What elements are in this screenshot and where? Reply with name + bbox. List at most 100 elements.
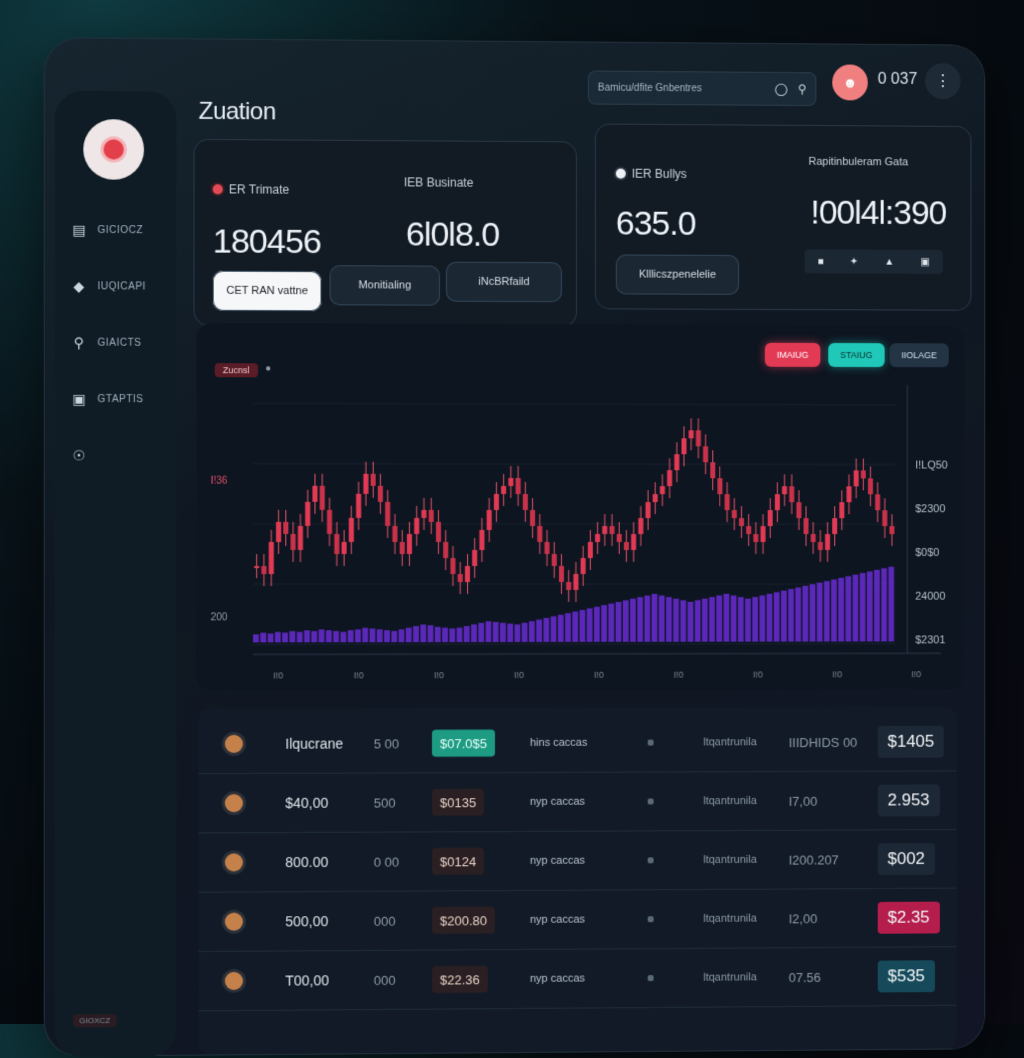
cell-badge[interactable]: $2.35 bbox=[878, 902, 940, 934]
volume-bar bbox=[565, 613, 571, 642]
volume-bar bbox=[652, 594, 658, 642]
toolbar-icon-1[interactable]: ■ bbox=[818, 256, 824, 267]
volume-bar bbox=[860, 573, 866, 641]
toolbar-icon-4[interactable]: ▣ bbox=[920, 256, 929, 267]
candle bbox=[407, 534, 412, 554]
volume-bar bbox=[522, 623, 528, 642]
sidebar-item-4[interactable]: ▣ GTAPTIS bbox=[71, 391, 143, 407]
cell-badge[interactable]: $1405 bbox=[878, 726, 944, 758]
volume-bar bbox=[817, 583, 823, 642]
price-chart-panel: Zucnsl ● IMAIUG STAIUG IIOLAGE I!LQ50$23… bbox=[197, 323, 965, 691]
status-dot-icon bbox=[648, 916, 654, 922]
volume-bar bbox=[623, 600, 629, 642]
toolbar-icon-3[interactable]: ▲ bbox=[884, 256, 894, 267]
logo-mark-icon bbox=[101, 136, 127, 162]
details-button[interactable]: Klllicszpenelelie bbox=[616, 254, 739, 294]
candle bbox=[443, 542, 448, 558]
volume-bar bbox=[630, 599, 636, 642]
volume-bar bbox=[688, 602, 694, 642]
candle bbox=[847, 486, 852, 502]
sidebar-item-2[interactable]: ◆ IUQICAPI bbox=[71, 278, 146, 294]
cell-value: I200.207 bbox=[789, 852, 839, 867]
volume-bar bbox=[543, 618, 549, 642]
cell-qty: 000 bbox=[374, 972, 396, 987]
candle bbox=[261, 566, 266, 574]
cell-badge[interactable]: 2.953 bbox=[878, 784, 940, 816]
x-tick-label: I!0 bbox=[354, 670, 364, 680]
stat-value-c: 635.0 bbox=[616, 205, 696, 244]
candle bbox=[889, 526, 894, 534]
location-icon[interactable]: ⚲ bbox=[798, 82, 807, 96]
cell-type: nyp caccas bbox=[530, 973, 585, 985]
volume-bar bbox=[601, 605, 607, 642]
flame-icon: ◆ bbox=[71, 278, 87, 294]
candle bbox=[363, 474, 368, 494]
volume-bar bbox=[716, 595, 722, 641]
sidebar-item-3[interactable]: ⚲ GIAICTS bbox=[71, 335, 141, 351]
cell-badge[interactable]: $535 bbox=[878, 960, 935, 992]
toolbar-icon-2[interactable]: ✦ bbox=[850, 256, 858, 267]
candle bbox=[283, 522, 288, 534]
candle bbox=[739, 518, 744, 526]
candle bbox=[298, 526, 303, 550]
status-dot-icon bbox=[648, 798, 654, 804]
candle bbox=[544, 542, 549, 554]
cell-price: $07.0$5 bbox=[432, 730, 495, 757]
search-icon[interactable]: ◯ bbox=[775, 82, 788, 96]
volume-bar bbox=[253, 634, 259, 642]
cell-badge[interactable]: $002 bbox=[878, 843, 935, 875]
candle bbox=[392, 526, 397, 542]
y-tick-label: $2300 bbox=[915, 503, 945, 515]
volume-bar bbox=[659, 595, 665, 641]
cell-source: ltqantrunila bbox=[703, 736, 756, 748]
search-bar[interactable]: Bamicu/dfite Gnbentres ◯ ⚲ bbox=[588, 71, 817, 107]
sidebar: ▤ GICIOCZ ◆ IUQICAPI ⚲ GIAICTS ▣ GTAPTIS… bbox=[55, 91, 176, 1058]
menu-icon[interactable]: ⋮ bbox=[925, 63, 960, 99]
action-button-1[interactable]: CET RAN vattne bbox=[213, 271, 322, 312]
volume-bar bbox=[457, 628, 463, 642]
candle bbox=[566, 582, 571, 590]
sidebar-item-globe[interactable]: ☉ bbox=[71, 447, 87, 463]
avatar[interactable]: ☻ bbox=[832, 64, 868, 100]
candle bbox=[839, 502, 844, 518]
volume-bar bbox=[724, 594, 730, 642]
volume-bar bbox=[333, 631, 339, 642]
volume-bar bbox=[781, 591, 787, 642]
coin-icon bbox=[225, 853, 243, 871]
app-logo[interactable] bbox=[83, 119, 144, 180]
candle bbox=[516, 478, 521, 494]
cell-type: nyp caccas bbox=[530, 796, 585, 808]
candle bbox=[342, 542, 347, 554]
action-button-3[interactable]: iNcBRfaild bbox=[446, 262, 562, 302]
sidebar-item-label: GICIOCZ bbox=[97, 224, 143, 235]
volume-bar bbox=[319, 629, 325, 642]
search-input[interactable]: Bamicu/dfite Gnbentres bbox=[598, 82, 765, 94]
cell-price: $200.80 bbox=[432, 907, 495, 934]
sidebar-footer[interactable]: GIOXCZ bbox=[73, 1014, 116, 1027]
candle bbox=[573, 574, 578, 590]
candle bbox=[254, 566, 259, 568]
volume-bar bbox=[666, 597, 672, 642]
volume-bar bbox=[377, 629, 383, 642]
candle bbox=[854, 470, 859, 486]
candle bbox=[494, 494, 499, 510]
volume-bar bbox=[616, 602, 622, 642]
volume-bar bbox=[340, 632, 346, 642]
cell-qty: 5 00 bbox=[374, 736, 399, 751]
candle bbox=[609, 526, 614, 534]
sidebar-item-1[interactable]: ▤ GICIOCZ bbox=[71, 222, 143, 238]
coin-icon bbox=[225, 735, 243, 753]
candle bbox=[696, 430, 701, 446]
action-button-2[interactable]: Monitialing bbox=[330, 265, 440, 306]
candle bbox=[291, 534, 296, 550]
volume-bar bbox=[888, 567, 894, 642]
candle bbox=[624, 542, 629, 550]
cell-qty: 0 00 bbox=[374, 854, 399, 869]
candle bbox=[269, 542, 274, 574]
